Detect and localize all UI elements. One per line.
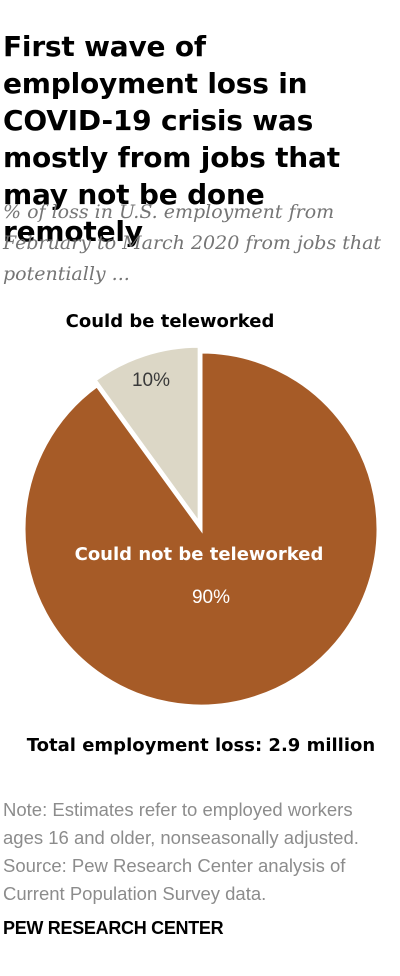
chart-title: First wave of employment loss in COVID-1… (3, 30, 340, 248)
chart-subtitle: % of loss in U.S. employment from Februa… (3, 201, 382, 285)
slice-value-not-teleworked: 90% (192, 587, 230, 608)
total-annotation: Total employment loss: 2.9 million (27, 735, 375, 756)
pie-slices (22, 344, 380, 708)
pie-chart: Could be teleworked 10% Could not be tel… (0, 300, 400, 770)
source-note: Note: Estimates refer to employed worker… (3, 796, 399, 908)
source-line: Source: Pew Research Center analysis of (3, 855, 346, 876)
slice-label-teleworked: Could be teleworked (66, 311, 275, 332)
pie-slice-not-teleworked (22, 350, 380, 708)
pie-slice-teleworked (93, 344, 201, 528)
slice-label-not-teleworked: Could not be teleworked (75, 544, 324, 565)
note-line: ages 16 and older, nonseasonally adjuste… (3, 827, 359, 848)
pie-chart-svg: Could be teleworked 10% Could not be tel… (22, 311, 380, 756)
brand-logo-text: PEW RESEARCH CENTER (3, 918, 224, 938)
slice-value-teleworked: 10% (132, 370, 170, 391)
source-line: Current Population Survey data. (3, 883, 267, 904)
note-line: Note: Estimates refer to employed worker… (3, 799, 353, 820)
